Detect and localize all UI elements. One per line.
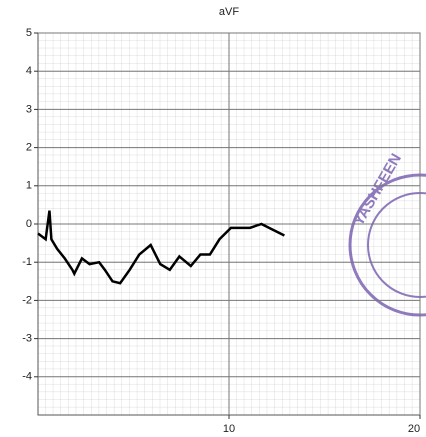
y-tick-label: -3 [22,333,32,345]
chart-title: aVF [219,6,239,18]
x-tick-label: 20 [408,423,420,435]
x-tick-label: 10 [223,423,235,435]
y-tick-label: 2 [26,142,32,154]
y-tick-label: -2 [22,294,32,306]
y-tick-label: 5 [26,27,32,39]
y-tick-label: 0 [26,218,32,230]
y-tick-label: -4 [22,371,32,383]
y-tick-label: 1 [26,180,32,192]
y-tick-label: -1 [22,256,32,268]
y-tick-label: 3 [26,103,32,115]
trace-line [37,210,285,285]
y-tick-label: 4 [26,65,32,77]
